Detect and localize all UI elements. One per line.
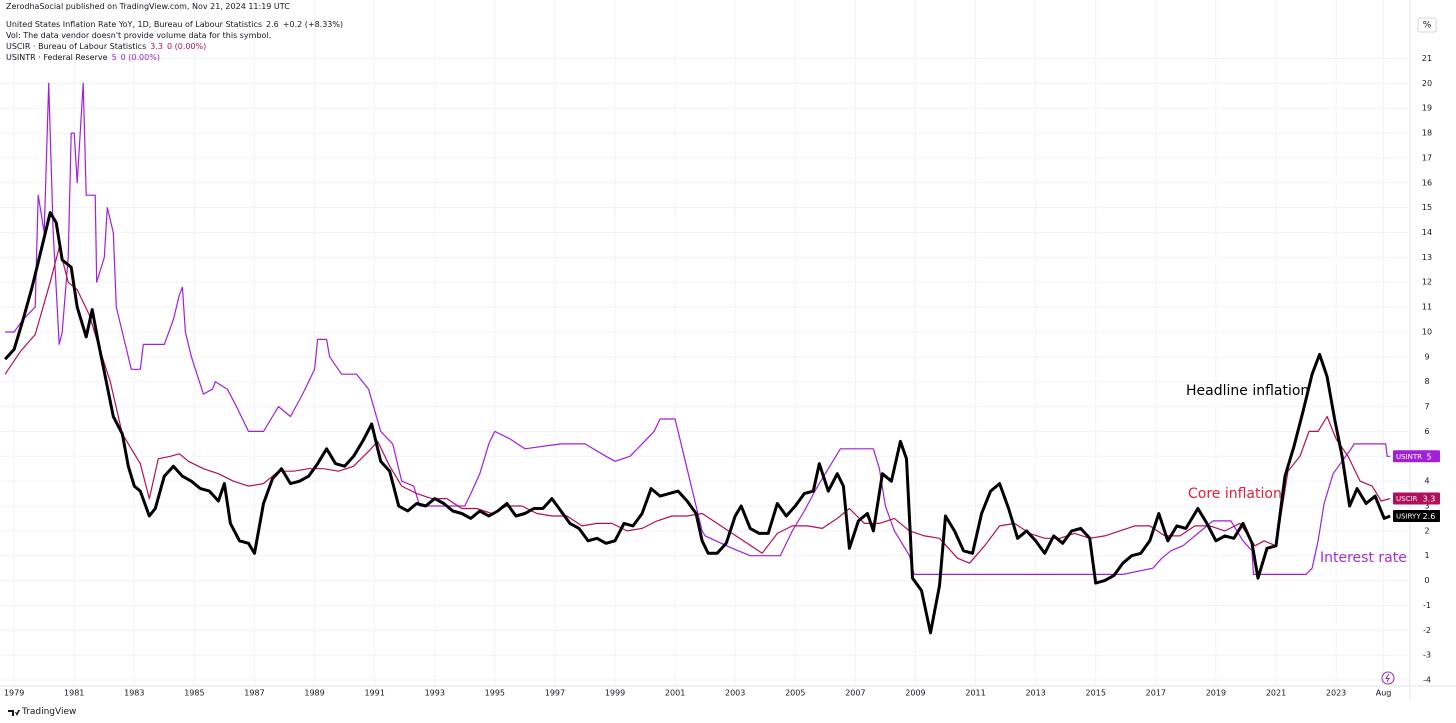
x-tick-label: 2005 (785, 689, 805, 698)
y-tick-label: -2 (1423, 626, 1431, 635)
y-tick-label: 15 (1422, 203, 1432, 212)
annotation: Interest rate (1320, 550, 1407, 566)
y-tick-label: -4 (1423, 676, 1431, 685)
x-tick-label: 1985 (184, 689, 204, 698)
legend-row: USCIR · Bureau of Labour Statistics 3.3 0 … (6, 42, 210, 52)
price-tag-value: 5 (1426, 452, 1431, 461)
y-tick-label: 9 (1424, 352, 1429, 361)
y-tick-label: 18 (1422, 129, 1432, 138)
x-tick-label: 2003 (725, 689, 745, 698)
y-tick-label: 1 (1424, 551, 1429, 560)
y-tick-label: -3 (1423, 651, 1431, 660)
y-tick-label: 2 (1424, 526, 1429, 535)
legend-name: United States Inflation Rate YoY, 1D, Bu… (6, 20, 263, 29)
legend-row: United States Inflation Rate YoY, 1D, Bu… (6, 20, 347, 30)
legend-last: 5 (111, 53, 117, 62)
price-tag-symbol: USCIR (1396, 495, 1418, 503)
footer-brand: TradingView (22, 707, 77, 717)
event-icon-bolt (1385, 673, 1390, 683)
legend-change: 0 (0.00%) (120, 53, 160, 62)
price-tag-value: 3.3 (1423, 495, 1436, 504)
price-tag-symbol: USINTR (1396, 453, 1422, 461)
x-tick-label: 2007 (845, 689, 865, 698)
series-line (5, 82, 1391, 576)
x-tick-label: Aug (1376, 689, 1392, 698)
x-tick-label: 1979 (4, 689, 24, 698)
legend-row: USINTR · Federal Reserve 5 0 (0.00%) (6, 53, 164, 63)
series-line (4, 246, 1391, 564)
legend-name: USINTR · Federal Reserve (6, 53, 108, 62)
x-tick-label: 2013 (1025, 689, 1045, 698)
y-tick-label: 7 (1424, 402, 1429, 411)
legend-name: USCIR · Bureau of Labour Statistics (6, 42, 147, 51)
annotation: Core inflation (1188, 486, 1282, 502)
x-tick-label: 1993 (425, 689, 445, 698)
x-tick-label: 2017 (1146, 689, 1166, 698)
series-line (3, 211, 1391, 635)
y-tick-label: 17 (1422, 153, 1432, 162)
legend-last: 2.6 (266, 20, 279, 29)
x-tick-label: 2009 (905, 689, 925, 698)
volume-note: Vol: The data vendor doesn't provide vol… (6, 31, 272, 40)
x-tick-label: 1997 (545, 689, 565, 698)
y-tick-label: 10 (1422, 327, 1432, 336)
unit-label: % (1423, 21, 1432, 31)
y-tick-label: 21 (1422, 54, 1432, 63)
published-note: ZerodhaSocial published on TradingView.c… (6, 2, 290, 11)
x-tick-label: 1989 (304, 689, 324, 698)
x-tick-label: 2021 (1266, 689, 1286, 698)
legend-change: +0.2 (+8.33%) (282, 20, 344, 29)
legend-change: 0 (0.00%) (166, 42, 207, 51)
x-tick-label: 1991 (364, 689, 384, 698)
y-tick-label: 6 (1424, 427, 1429, 436)
x-tick-label: 1995 (485, 689, 505, 698)
price-tag (1393, 492, 1440, 505)
annotation: Headline inflation (1186, 383, 1310, 399)
x-tick-label: 2023 (1326, 689, 1346, 698)
y-tick-label: 16 (1422, 178, 1432, 187)
price-tag (1393, 450, 1440, 463)
y-tick-label: 19 (1422, 104, 1432, 113)
x-tick-label: 1999 (605, 689, 625, 698)
price-tag-symbol: USIRYY (1396, 512, 1421, 520)
price-tag-value: 2.6 (1423, 512, 1436, 521)
unit-box (1417, 17, 1437, 33)
x-tick-label: 1981 (64, 689, 84, 698)
price-tag (1393, 509, 1440, 522)
y-tick-label: 11 (1422, 303, 1432, 312)
x-tick-label: 1987 (244, 689, 264, 698)
plot-layer: -4-3-2-101234567891011121314151617181920… (0, 0, 1456, 700)
y-tick-label: 12 (1422, 278, 1432, 287)
y-tick-label: 3 (1424, 502, 1429, 511)
x-tick-label: 2011 (965, 689, 985, 698)
x-tick-label: 2015 (1086, 689, 1106, 698)
y-tick-label: 14 (1422, 228, 1432, 237)
y-tick-label: 8 (1424, 377, 1429, 386)
y-tick-label: 13 (1422, 253, 1432, 262)
tv-logo (8, 710, 20, 716)
legend-last: 3.3 (150, 42, 163, 51)
y-tick-label: 20 (1422, 79, 1432, 88)
y-tick-label: 4 (1424, 477, 1429, 486)
x-tick-label: 2019 (1206, 689, 1226, 698)
y-tick-label: 0 (1424, 576, 1429, 585)
y-tick-label: -1 (1423, 601, 1431, 610)
event-icon[interactable] (1381, 671, 1395, 685)
x-tick-label: 2001 (665, 689, 685, 698)
x-tick-label: 1983 (124, 689, 144, 698)
